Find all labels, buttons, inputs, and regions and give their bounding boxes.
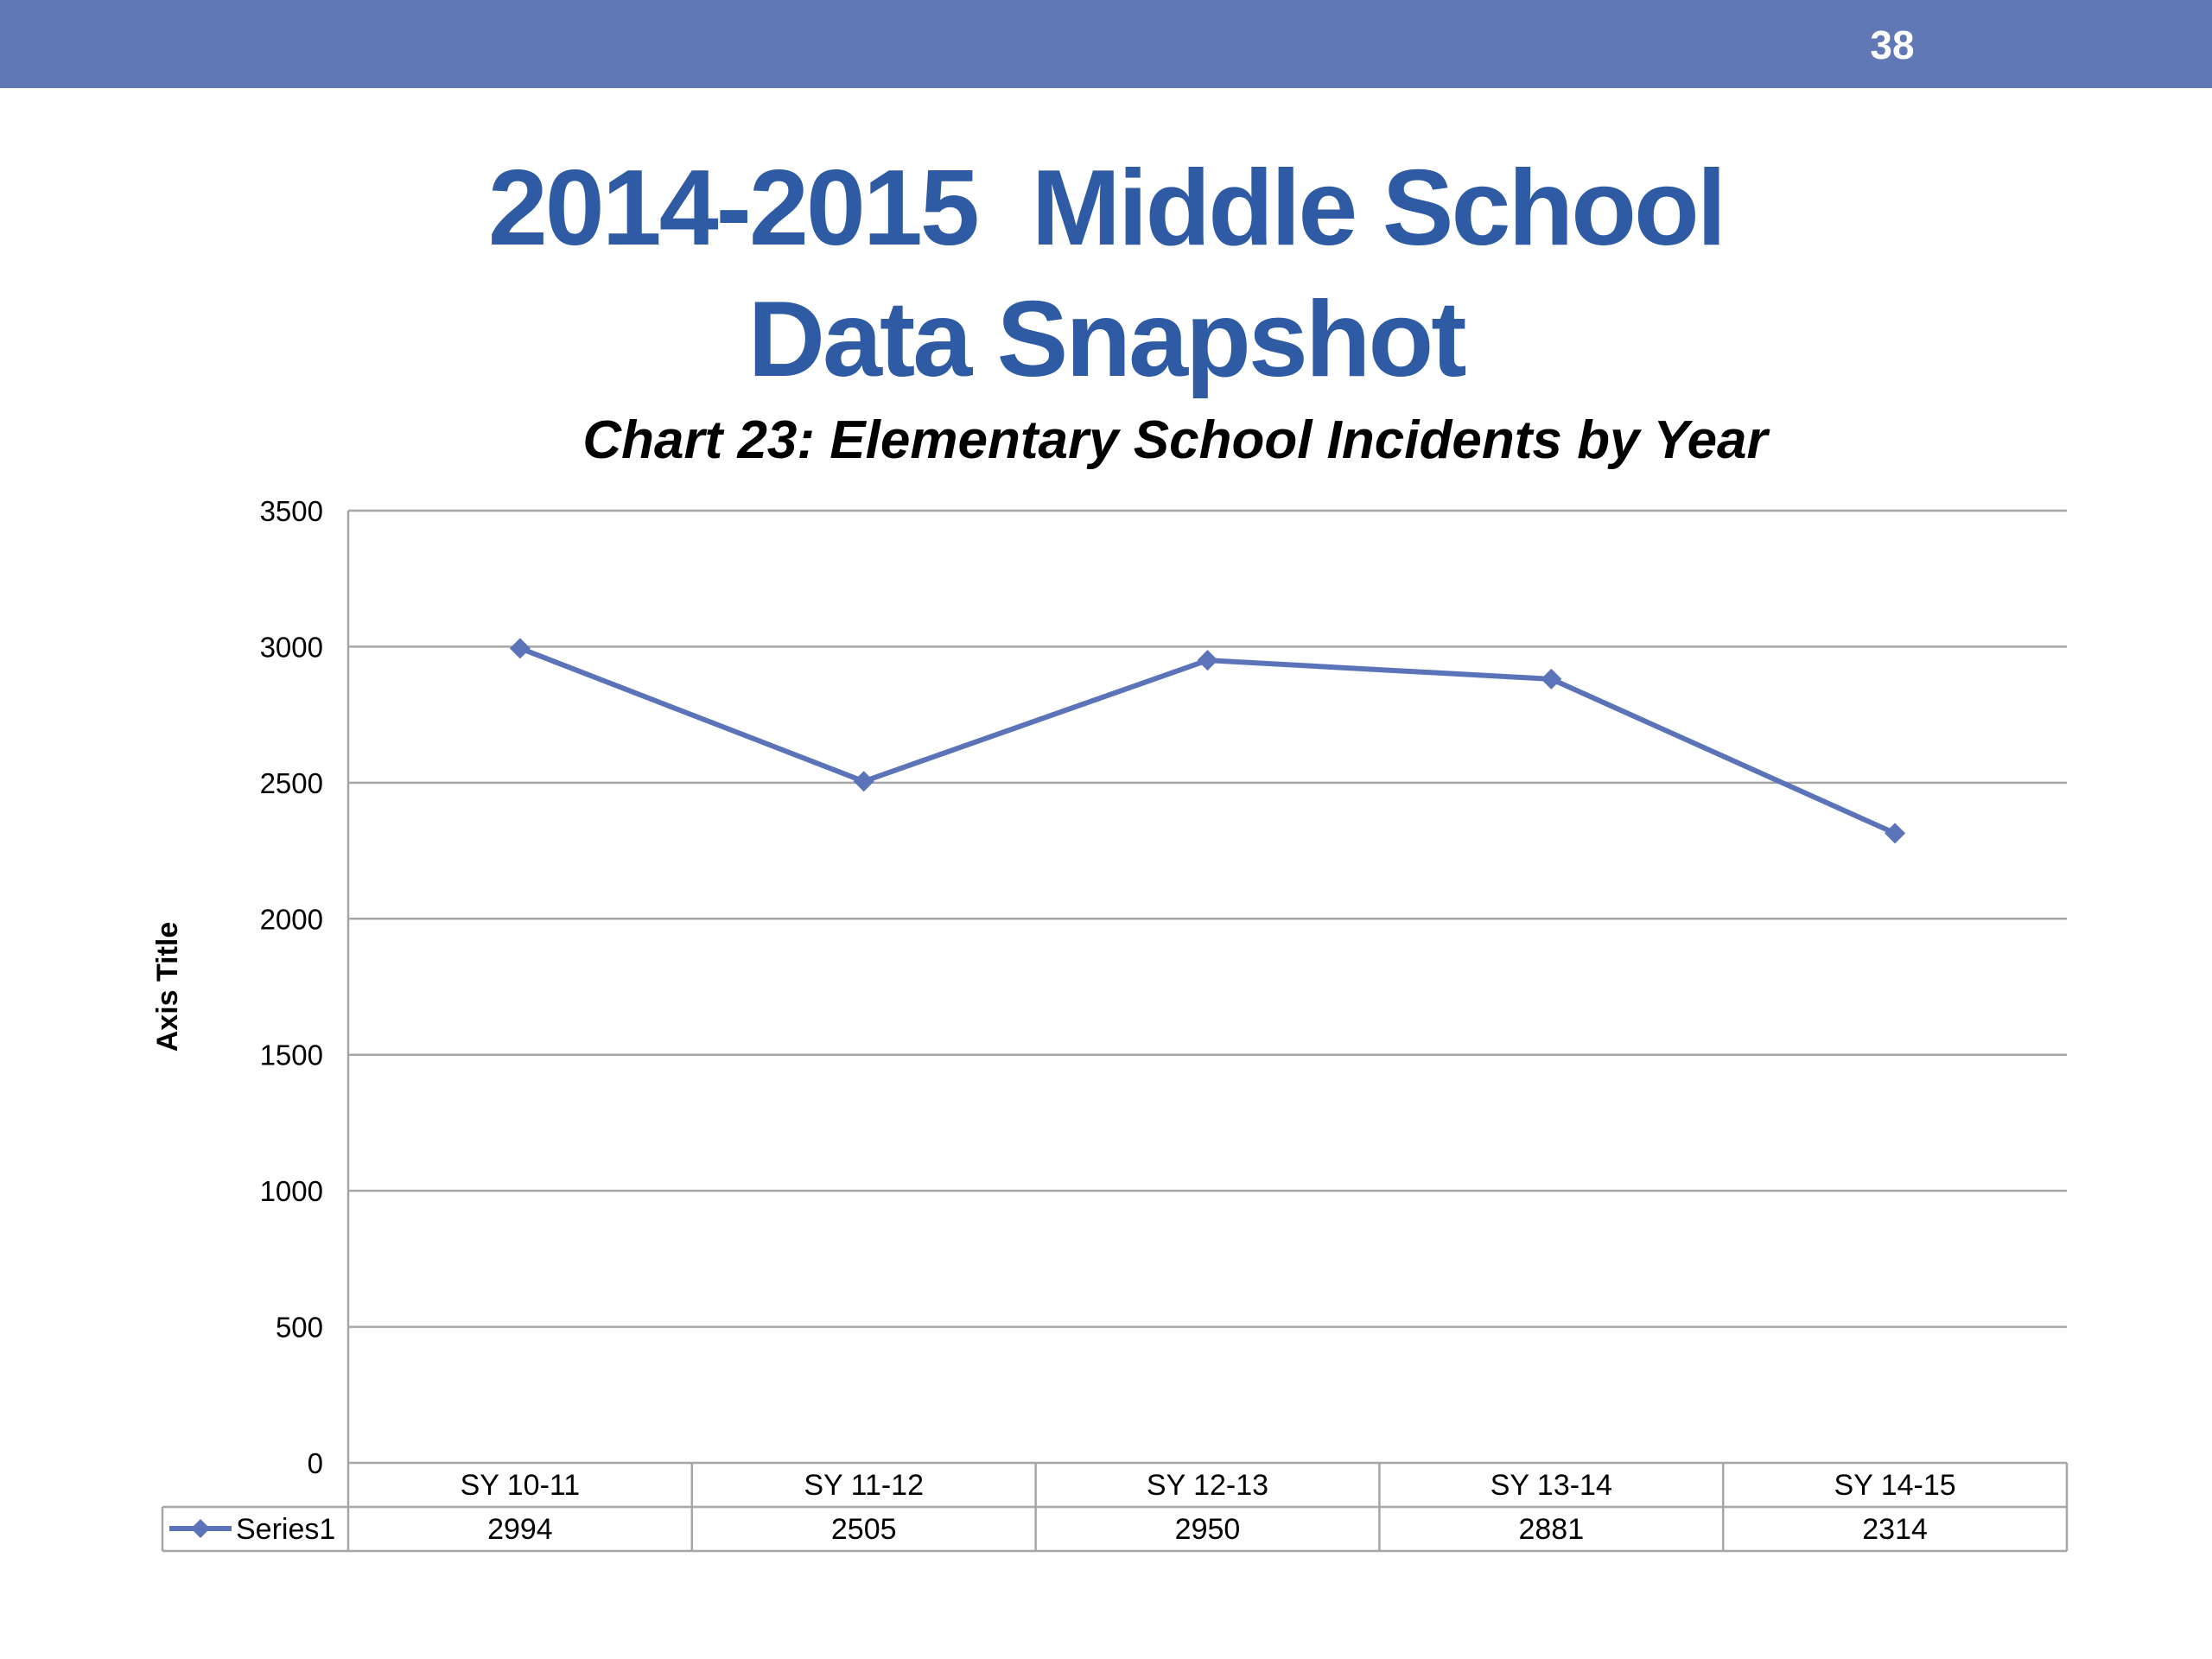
data-point — [1541, 668, 1562, 690]
data-table-value: 2505 — [831, 1513, 897, 1546]
page-number: 38 — [1870, 22, 1915, 67]
y-tick-label: 2500 — [260, 767, 323, 799]
x-category-label: SY 14-15 — [1834, 1469, 1956, 1502]
y-tick-label: 3500 — [260, 495, 323, 527]
legend-marker — [191, 1519, 210, 1538]
data-point — [1885, 823, 1906, 844]
series-line — [518, 645, 1897, 836]
x-category-label: SY 13-14 — [1491, 1469, 1612, 1502]
y-axis-title: Axis Title — [151, 922, 184, 1052]
chart-title: Chart 23: Elementary School Incidents by… — [582, 410, 1770, 470]
y-tick-label: 2000 — [260, 903, 323, 935]
data-table-value: 2994 — [487, 1513, 553, 1546]
data-table-value: 2950 — [1175, 1513, 1241, 1546]
data-point — [1197, 650, 1218, 671]
x-category-label: SY 10-11 — [461, 1469, 581, 1502]
data-table-value: 2881 — [1518, 1513, 1584, 1546]
y-tick-label: 1500 — [260, 1039, 323, 1071]
slide-title-line-1: 2014-2015 Middle School — [487, 149, 1726, 268]
slide-title-line-2: Data Snapshot — [747, 280, 1466, 399]
y-tick-label: 3000 — [260, 631, 323, 663]
data-table-value: 2314 — [1862, 1513, 1928, 1546]
data-point — [509, 638, 531, 659]
y-tick-label: 0 — [308, 1447, 323, 1479]
y-tick-label: 1000 — [260, 1175, 323, 1207]
data-point — [853, 771, 874, 792]
x-category-label: SY 11-12 — [804, 1469, 924, 1502]
legend-series-name: Series1 — [236, 1513, 335, 1546]
y-tick-label: 500 — [276, 1312, 323, 1344]
top-bar — [0, 0, 2212, 88]
slide-title: 2014-2015 Middle School Data Snapshot — [328, 143, 1884, 405]
x-category-label: SY 12-13 — [1147, 1469, 1268, 1502]
